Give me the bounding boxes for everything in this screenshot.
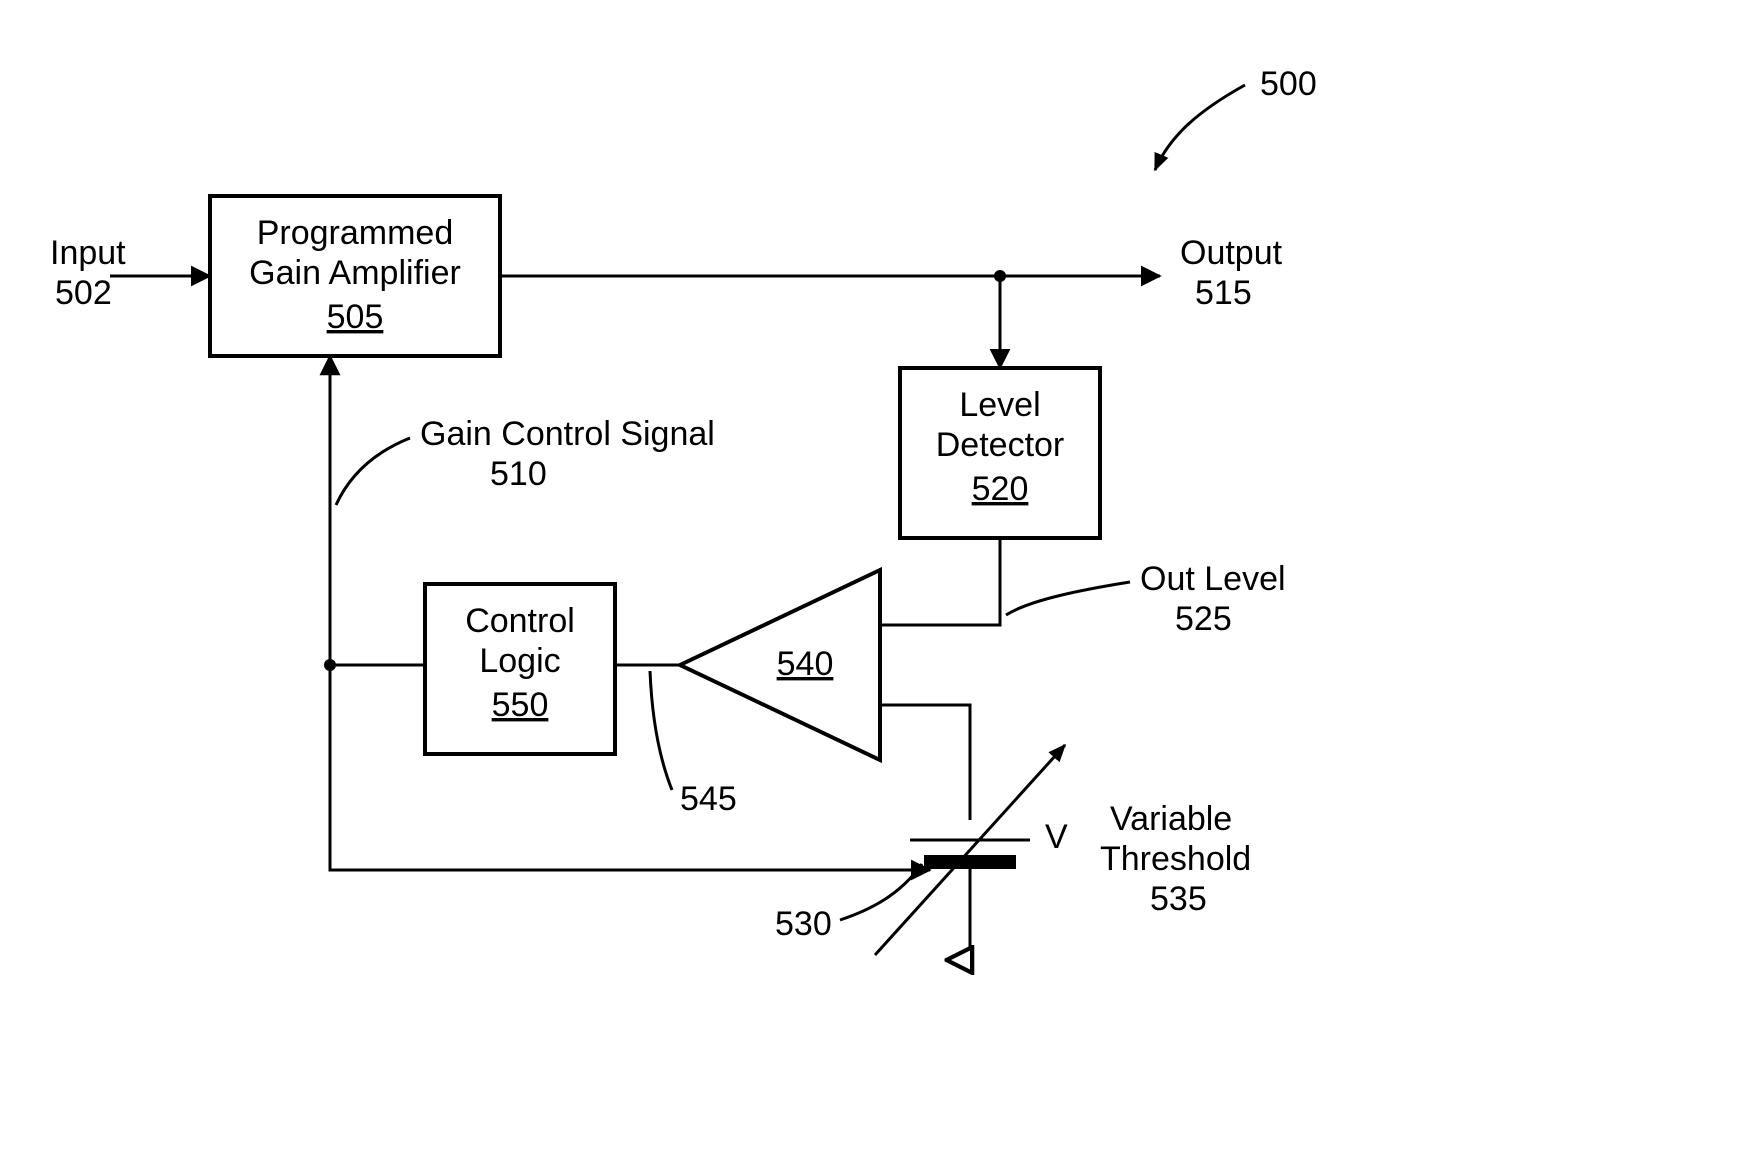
varsrc-pointer xyxy=(840,864,922,920)
pga-line2: Gain Amplifier xyxy=(249,254,461,292)
cmp-out-pointer xyxy=(650,671,672,790)
ld-ref: 520 xyxy=(972,470,1029,508)
out-level-ref: 525 xyxy=(1175,600,1232,638)
ld-line1: Level xyxy=(959,386,1040,424)
wire-cl-to-pga xyxy=(330,356,425,665)
var-thresh-line2: Threshold xyxy=(1100,840,1251,878)
input-ref: 502 xyxy=(55,274,112,312)
cl-line1: Control xyxy=(465,602,575,640)
output-ref: 515 xyxy=(1195,274,1252,312)
varsrc-ref: 530 xyxy=(775,905,832,943)
figure-ref: 500 xyxy=(1260,65,1317,103)
cl-ref: 550 xyxy=(492,686,549,724)
gain-ctrl-ref: 510 xyxy=(490,455,547,493)
figure-ref-pointer xyxy=(1155,85,1245,170)
pga-line1: Programmed xyxy=(257,214,454,252)
input-label: Input xyxy=(50,234,126,272)
var-thresh-line1: Variable xyxy=(1110,800,1232,838)
comparator-ref: 540 xyxy=(777,645,834,683)
wire-ld-to-cmp xyxy=(880,538,1000,625)
gain-ctrl-label: Gain Control Signal xyxy=(420,415,715,453)
cmp-out-ref: 545 xyxy=(680,780,737,818)
out-level-label: Out Level xyxy=(1140,560,1286,598)
ld-line2: Detector xyxy=(936,426,1065,464)
gain-ctrl-pointer xyxy=(336,438,410,505)
pga-ref: 505 xyxy=(327,298,384,336)
cl-line2: Logic xyxy=(479,642,560,680)
varsrc-v-label: V xyxy=(1045,818,1068,856)
out-level-pointer xyxy=(1006,582,1130,615)
var-thresh-ref: 535 xyxy=(1150,880,1207,918)
output-label: Output xyxy=(1180,234,1283,272)
wire-varsrc-to-cmp xyxy=(880,705,970,820)
